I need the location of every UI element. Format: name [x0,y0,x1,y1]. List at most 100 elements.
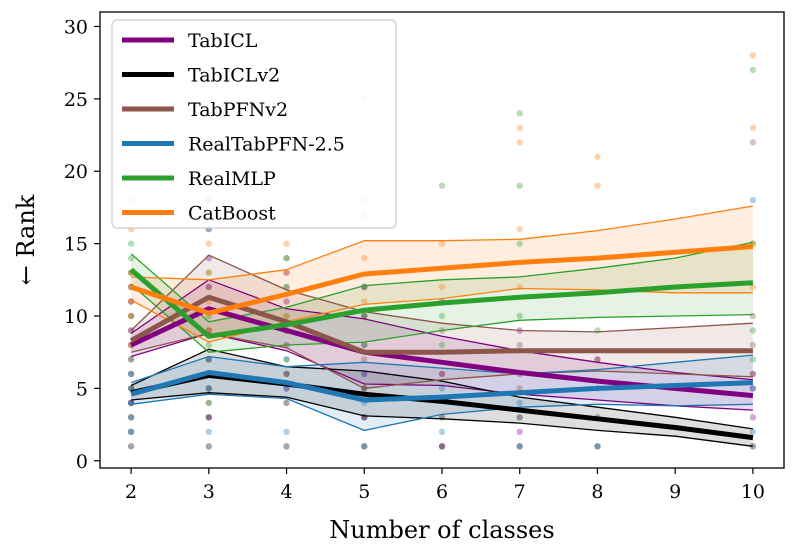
point-tabicl [361,312,368,320]
point-realmlp [516,240,523,247]
point-realtabpfn-2-5 [594,443,601,450]
x-axis-title: Number of classes [329,516,554,544]
point-tabicl [283,269,290,276]
upper-edge-tabicl [130,279,753,381]
y-tick-label: 30 [64,16,88,38]
y-tick-label: 10 [64,306,88,328]
point-realmlp [283,312,290,320]
mean-line-realmlp [129,267,754,339]
point-realmlp [516,182,523,189]
point-realmlp [594,327,601,334]
band-tabicl [131,279,753,411]
x-tick-label: 7 [514,481,526,503]
point-tabicl [438,370,446,378]
point-realmlp [283,356,290,363]
point-realmlp [438,312,446,320]
point-tabpfnv2 [283,254,290,262]
point-realmlp [205,341,212,349]
y-axis-title: ← Rank [12,194,40,285]
lower-edge-realmlp [130,283,753,353]
point-catboost [594,182,601,189]
point-catboost [749,52,757,59]
point-catboost [283,240,290,247]
point-tabiclv2 [205,385,212,392]
upper-edge-tabpfnv2 [130,254,753,333]
lower-edge-tabiclv2 [131,392,753,447]
point-realmlp [127,240,135,247]
point-realtabpfn-2-5 [127,428,135,435]
y-tick-label: 0 [76,451,88,473]
point-tabiclv2 [438,443,446,450]
point-tabicl [127,312,135,320]
point-realmlp [127,356,135,363]
point-realtabpfn-2-5 [283,385,290,392]
point-realtabpfn-2-5 [205,428,212,435]
mean-line-realtabpfn-2-5 [130,370,753,403]
point-realmlp [516,110,523,117]
point-tabicl [749,385,757,392]
point-catboost [438,240,446,247]
point-realtabpfn-2-5 [516,399,523,407]
point-tabiclv2 [283,370,290,378]
y-tick-label: 20 [64,161,88,183]
legend-label-tabicl: TabICL [188,30,258,52]
point-tabpfnv2 [749,312,757,320]
point-realtabpfn-2-5 [205,356,212,363]
legend: TabICL TabICLv2 TabPFNv2 RealTabPFN-2.5 Real… [111,19,397,229]
point-catboost [516,124,523,131]
point-tabiclv2 [516,414,523,421]
point-tabicl [361,341,368,349]
y-tick-label: 15 [64,234,88,256]
point-tabiclv2 [283,399,290,407]
point-tabpfnv2 [749,139,757,146]
x-tick-label: 5 [358,481,370,503]
point-tabicl [127,298,135,305]
point-catboost [749,283,757,291]
point-tabicl [283,385,290,392]
point-tabicl [205,283,212,291]
point-catboost [749,124,757,131]
point-realmlp [127,312,135,320]
point-realtabpfn-2-5 [283,356,290,363]
point-tabiclv2 [594,443,601,450]
point-realmlp [361,283,368,291]
point-realmlp [361,312,368,320]
point-tabpfnv2 [516,385,523,392]
upper-edge-realtabpfn-2-5 [130,354,753,384]
point-catboost [438,283,446,291]
x-tick-label: 10 [741,481,765,503]
point-realtabpfn-2-5 [283,428,290,435]
lower-edge-tabpfnv2 [130,332,753,390]
x-tick-label: 2 [125,481,137,503]
legend-label-catboost: CatBoost [188,203,276,225]
point-tabpfnv2 [205,283,212,291]
point-realmlp [438,182,446,189]
point-realmlp [749,66,757,74]
point-tabicl [283,298,290,305]
point-tabicl [127,356,135,363]
point-realtabpfn-2-5 [127,414,135,421]
point-realmlp [361,341,368,349]
point-tabiclv2 [283,443,290,450]
point-tabpfnv2 [127,298,135,305]
legend-label-tabiclv2: TabICLv2 [188,65,280,87]
point-tabiclv2 [205,356,212,363]
point-realtabpfn-2-5 [127,370,135,378]
point-realmlp [283,254,290,262]
x-tick-label: 3 [203,481,215,503]
legend-label-realmlp: RealMLP [188,168,276,190]
point-tabpfnv2 [361,356,368,363]
point-realmlp [516,312,523,320]
point-catboost [205,240,212,247]
point-tabiclv2 [361,443,368,450]
point-tabicl [749,370,757,378]
point-realmlp [205,399,212,407]
mean-line-catboost [130,244,754,316]
point-realtabpfn-2-5 [127,399,135,407]
point-catboost [127,312,135,320]
point-catboost [205,269,212,276]
point-catboost [516,225,523,233]
upper-edge-tabiclv2 [130,348,753,430]
band-realtabpfn-2-5 [131,355,753,431]
